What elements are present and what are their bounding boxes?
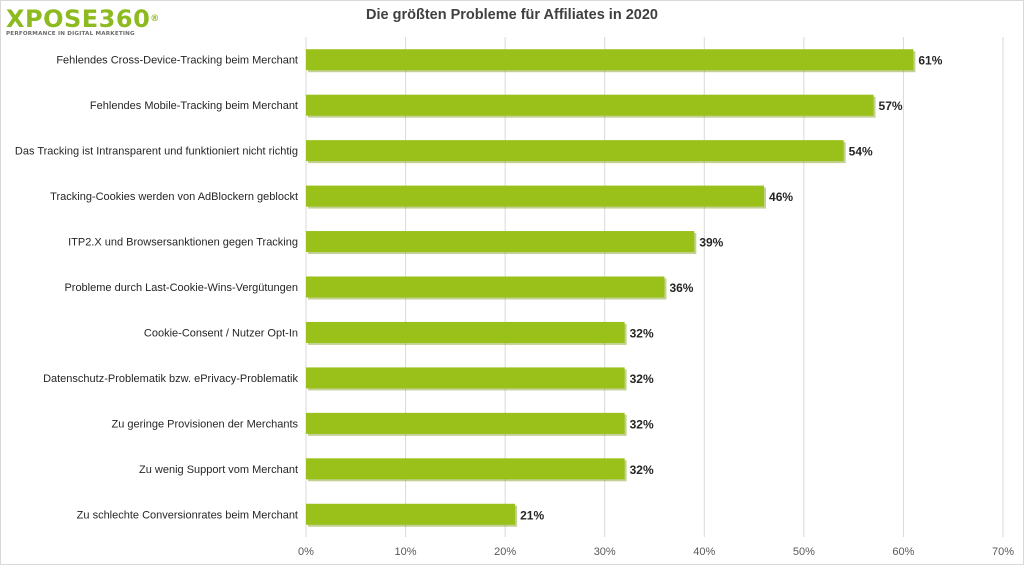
registered-mark: ® (150, 14, 160, 24)
value-label: 32% (630, 372, 654, 386)
bar (306, 321, 625, 343)
x-tick-label: 0% (298, 546, 314, 558)
value-label: 32% (630, 417, 654, 431)
bar (306, 140, 844, 162)
bar (306, 185, 765, 207)
value-label: 32% (630, 326, 654, 340)
bar (306, 367, 625, 389)
category-label: Datenschutz-Problematik bzw. ePrivacy-Pr… (43, 373, 298, 385)
value-label: 36% (669, 281, 693, 295)
value-label: 46% (769, 190, 793, 204)
category-label: Zu schlechte Conversionrates beim Mercha… (77, 509, 298, 521)
x-tick-label: 50% (793, 546, 815, 558)
value-label: 61% (918, 54, 942, 68)
x-axis-ticks: 0% 10% 20% 30% 40% 50% 60% 70% (298, 546, 1014, 558)
x-tick-label: 60% (892, 546, 914, 558)
value-label: 21% (520, 508, 544, 522)
xpose360-logo: XPOSE360® PERFORMANCE IN DIGITAL MARKETI… (6, 6, 160, 37)
value-label: 54% (849, 145, 873, 159)
value-label: 32% (630, 463, 654, 477)
x-tick-label: 40% (693, 546, 715, 558)
labels: Fehlendes Cross-Device-Tracking beim Mer… (15, 54, 943, 523)
bars (306, 49, 916, 527)
value-label: 39% (699, 236, 723, 250)
x-tick-label: 30% (594, 546, 616, 558)
bar (306, 94, 874, 116)
category-label: Zu wenig Support vom Merchant (139, 464, 298, 476)
category-label: Zu geringe Provisionen der Merchants (112, 418, 299, 430)
value-label: 57% (879, 99, 903, 113)
logo-tagline: PERFORMANCE IN DIGITAL MARKETING (6, 31, 135, 37)
x-tick-label: 20% (494, 546, 516, 558)
chart-title: Die größten Probleme für Affiliates in 2… (366, 7, 658, 23)
bar (306, 49, 914, 71)
bar (306, 412, 625, 434)
category-label: Tracking-Cookies werden von AdBlockern g… (50, 191, 298, 203)
bar (306, 458, 625, 480)
category-label: Fehlendes Mobile-Tracking beim Merchant (90, 100, 298, 112)
bar (306, 503, 516, 525)
category-label: Probleme durch Last-Cookie-Wins-Vergütun… (64, 282, 298, 294)
logo-wordmark: XPOSE360® (6, 5, 160, 33)
category-label: ITP2.X und Browsersanktionen gegen Track… (68, 237, 298, 249)
category-label: Das Tracking ist Intransparent und funkt… (15, 146, 298, 158)
x-tick-label: 10% (395, 546, 417, 558)
category-label: Fehlendes Cross-Device-Tracking beim Mer… (56, 55, 298, 67)
bar (306, 276, 665, 298)
bar (306, 231, 695, 253)
x-tick-label: 70% (992, 546, 1014, 558)
category-label: Cookie-Consent / Nutzer Opt-In (144, 327, 298, 339)
